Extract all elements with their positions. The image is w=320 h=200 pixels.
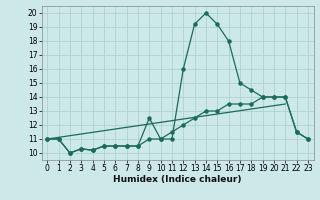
X-axis label: Humidex (Indice chaleur): Humidex (Indice chaleur) <box>113 175 242 184</box>
